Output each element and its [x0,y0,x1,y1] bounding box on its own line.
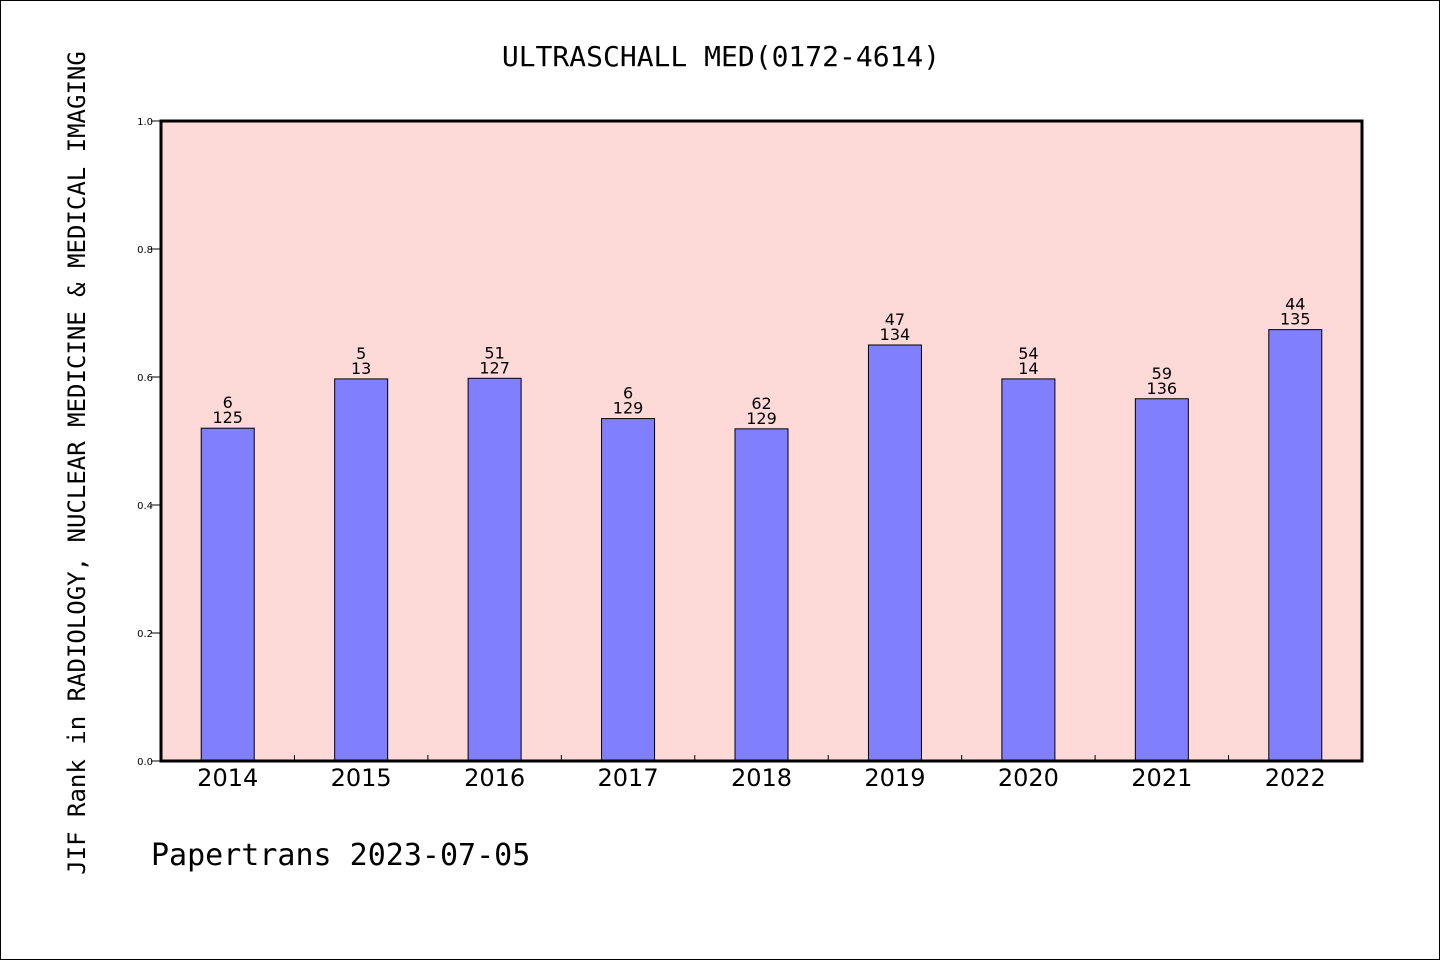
bar-total-label: 14 [1018,359,1038,378]
bar-2017 [601,418,656,762]
bar-2018 [734,428,789,762]
bar-total-label: 13 [351,359,371,378]
bar-total-label: 129 [613,399,644,418]
y-tick-label: 1.0 [137,117,153,128]
y-tick-label: 0.0 [137,757,153,768]
bar-rank-label: 54 [1018,344,1038,363]
x-tick-label: 2017 [598,764,659,792]
bar-total-label: 125 [212,408,243,427]
plot-frame [159,119,1364,763]
bar-rank-label: 44 [1285,295,1305,314]
bar-total-label: 127 [479,358,510,377]
y-tick-label: 0.8 [137,245,153,256]
watermark-text: Papertrans 2023-07-05 [151,838,530,873]
bar-2014 [200,427,255,762]
bar-2016 [467,377,522,762]
x-tick-label: 2021 [1131,764,1192,792]
bar-2022 [1268,329,1323,762]
x-tick-label: 2022 [1265,764,1326,792]
bar-2015 [334,378,389,762]
y-tick-label: 0.2 [137,629,153,640]
x-tick-label: 2020 [998,764,1059,792]
x-tick-label: 2018 [731,764,792,792]
bar-rank-label: 59 [1152,364,1172,383]
y-axis: 0.0 0.2 0.4 0.6 0.8 1.0 [137,117,160,768]
bar-rank-label: 51 [484,343,504,362]
x-tick-label: 2019 [864,764,925,792]
bar-2020 [1001,378,1056,762]
y-tick-label: 0.4 [137,501,153,512]
chart-title: ULTRASCHALL MED(0172-4614) [502,40,940,73]
bar-total-label: 129 [746,409,777,428]
bar-2021 [1134,398,1189,762]
bar-2019 [867,344,922,762]
x-tick-label: 2016 [464,764,525,792]
bar-rank-label: 6 [223,393,233,412]
y-tick-label: 0.6 [137,373,153,384]
bar-total-label: 136 [1147,379,1178,398]
bar-rank-label: 5 [356,344,366,363]
bar-rank-label: 6 [623,384,633,403]
bar-rank-label: 47 [885,310,905,329]
x-axis: 2014 2015 2016 2017 2018 2019 2020 2021 2022 [197,755,1326,792]
bar-total-label: 135 [1280,310,1311,329]
bar-rank-label: 62 [751,394,771,413]
y-axis-label: JIF Rank in RADIOLOGY, NUCLEAR MEDICINE … [63,51,91,875]
x-tick-label: 2015 [331,764,392,792]
x-tick-label: 2014 [197,764,258,792]
bar-total-label: 134 [880,325,911,344]
